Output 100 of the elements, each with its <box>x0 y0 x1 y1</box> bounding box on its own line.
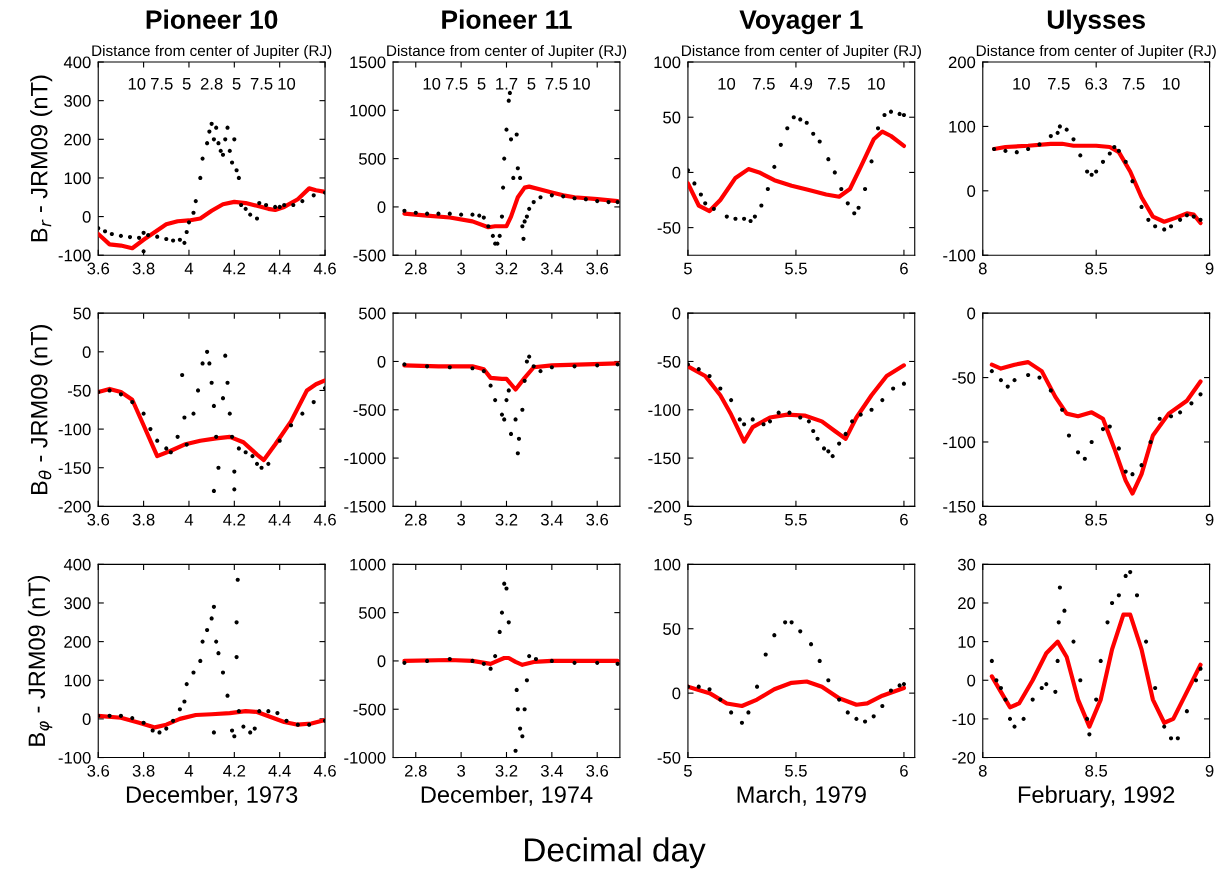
x-tick-label: 4.6 <box>313 262 336 275</box>
point <box>1064 127 1069 132</box>
point <box>502 581 507 586</box>
point <box>234 654 239 660</box>
point <box>425 364 430 369</box>
point <box>220 396 226 401</box>
point <box>845 710 850 715</box>
y-tick-label: -150 <box>58 462 91 474</box>
x-tick-label: 8 <box>978 764 987 777</box>
point <box>229 434 235 439</box>
point <box>538 369 543 374</box>
point <box>177 237 182 242</box>
point <box>130 399 135 405</box>
y-tick-label: 100 <box>654 56 681 69</box>
annotation: 10 <box>868 77 885 90</box>
point <box>518 726 523 731</box>
y-tick-label: -20 <box>952 751 976 764</box>
point <box>1178 410 1183 415</box>
point <box>282 202 287 208</box>
point <box>248 212 253 217</box>
point <box>783 620 788 625</box>
annotation: 2.8 <box>200 77 223 90</box>
point <box>765 186 770 192</box>
point <box>211 403 216 408</box>
point <box>216 141 221 146</box>
point <box>1130 179 1135 184</box>
point <box>687 362 691 367</box>
annotation: 4.9 <box>790 77 813 90</box>
point <box>901 112 907 118</box>
y-tick-label: -50 <box>67 384 91 397</box>
point <box>506 98 511 103</box>
point <box>527 654 532 659</box>
point <box>1094 169 1099 174</box>
point <box>811 428 816 434</box>
point <box>425 211 430 216</box>
point <box>1112 144 1117 150</box>
point <box>1168 736 1174 741</box>
x-tick-label: 2.8 <box>405 764 427 777</box>
point <box>815 436 820 441</box>
y-tick-label: 1000 <box>350 104 386 117</box>
point <box>198 175 203 181</box>
point <box>1026 372 1031 378</box>
point <box>273 204 278 209</box>
point <box>515 451 520 456</box>
point <box>737 417 742 422</box>
point <box>748 218 753 224</box>
point <box>171 718 176 723</box>
point <box>1116 593 1121 598</box>
point <box>1128 569 1133 575</box>
point <box>1053 689 1058 694</box>
point <box>1055 658 1060 664</box>
point <box>211 604 216 609</box>
y-tick-label: 50 <box>663 623 681 635</box>
point <box>307 722 312 727</box>
x-tick-label: 5 <box>683 262 692 275</box>
point <box>182 240 187 245</box>
point <box>229 728 235 733</box>
point <box>141 230 146 235</box>
chart-title: Pioneer 10 <box>146 9 278 29</box>
point <box>223 137 228 142</box>
point <box>1116 148 1121 153</box>
point <box>804 120 809 125</box>
annotation: 7.5 <box>753 78 775 90</box>
point <box>1026 146 1031 152</box>
point <box>687 684 691 689</box>
point <box>1007 716 1013 721</box>
point <box>703 201 708 206</box>
y-tick-label: 500 <box>359 153 386 165</box>
annotation: 6.3 <box>1085 77 1108 90</box>
point <box>785 126 790 131</box>
y-tick-label: -1000 <box>344 452 386 465</box>
x-tick-label: 4.6 <box>313 764 336 777</box>
x-tick-label: 2.8 <box>405 262 427 275</box>
point <box>696 367 701 372</box>
point <box>1044 682 1049 687</box>
text: Decimal day <box>525 837 706 869</box>
x-tick-label: 5.5 <box>785 765 807 777</box>
point <box>549 193 554 198</box>
point <box>1157 416 1162 421</box>
point <box>130 716 135 721</box>
point <box>1078 678 1083 683</box>
y-tick-label: 0 <box>672 307 681 320</box>
point <box>470 366 475 371</box>
line-series <box>98 378 326 463</box>
y-tick-label: -100 <box>943 436 976 449</box>
text: Distance from center of Jupiter (RJ) <box>976 44 1216 60</box>
x-tick-label: 3.8 <box>132 513 155 526</box>
point <box>572 196 577 201</box>
y-tick-label: -500 <box>353 703 386 716</box>
x-tick-label: 4 <box>184 262 194 275</box>
point <box>266 461 271 466</box>
annotation: 10 <box>278 77 296 90</box>
point <box>817 658 822 664</box>
point <box>1148 439 1153 445</box>
point <box>205 141 210 146</box>
x-tick-label: 8.5 <box>1085 262 1108 275</box>
point <box>776 410 781 415</box>
point <box>209 121 214 126</box>
y-tick-label: 100 <box>64 172 91 185</box>
point <box>243 206 248 211</box>
